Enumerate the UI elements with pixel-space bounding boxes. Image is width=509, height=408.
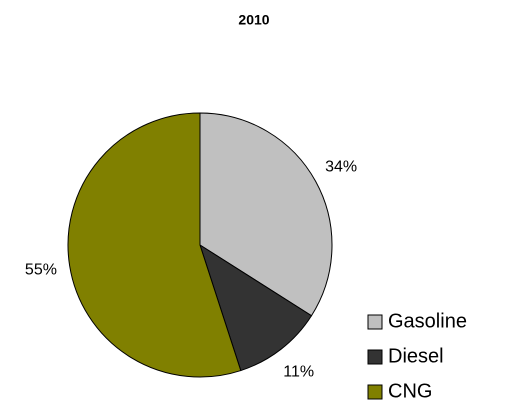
chart-title: 2010 [238, 12, 269, 28]
pie-slice [67, 112, 242, 378]
data-label: 34% [325, 159, 357, 176]
legend-label: Gasoline [388, 310, 467, 332]
legend-label: Diesel [388, 345, 444, 367]
data-label: 55% [25, 261, 57, 278]
pie-slice [199, 112, 333, 317]
legend-swatch [367, 384, 383, 400]
legend-swatch [367, 314, 383, 330]
pie-slice [199, 243, 313, 372]
legend-swatch [367, 349, 383, 365]
legend-label: CNG [388, 380, 432, 402]
data-label: 11% [283, 363, 314, 380]
